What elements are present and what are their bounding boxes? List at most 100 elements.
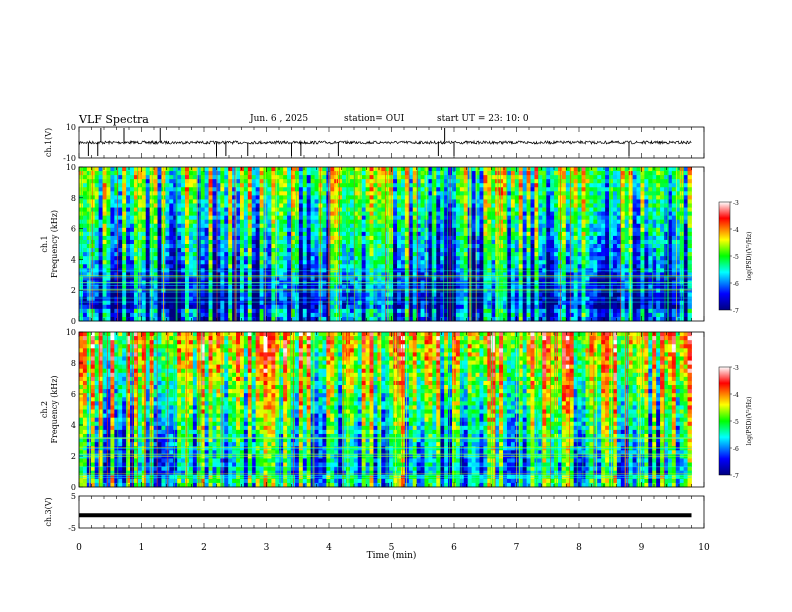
spectrogram-cell	[561, 239, 567, 245]
spectrogram-cell	[118, 231, 123, 237]
spectrogram-cell	[102, 260, 107, 265]
spectrogram-cell	[294, 264, 300, 269]
spectrogram-cell	[153, 300, 158, 306]
spectrogram-cell	[561, 292, 567, 298]
spectrogram-cell	[444, 300, 449, 306]
spectrogram-cell	[110, 219, 115, 225]
spectrogram-cell	[322, 239, 327, 245]
spectrogram-cell	[365, 223, 370, 229]
spectrogram-cell	[192, 223, 198, 229]
spectrogram-cell	[271, 195, 276, 200]
spectrogram-cell	[416, 215, 421, 221]
spectrogram-cell	[169, 316, 174, 322]
spectrogram-cell	[412, 179, 418, 184]
spectrogram-cell	[133, 167, 139, 172]
spectrogram-cell	[397, 191, 402, 196]
spectrogram-cell	[483, 211, 488, 217]
spectrogram-cell	[287, 292, 292, 298]
spectrogram-cell	[503, 171, 508, 176]
spectrogram-cell	[188, 179, 194, 184]
spectrogram-cell	[522, 211, 527, 217]
spectrogram-cell	[271, 223, 276, 229]
spectrogram-cell	[130, 167, 135, 172]
spectrogram-cell	[302, 167, 308, 172]
spectrogram-cell	[82, 300, 88, 306]
spectrogram-cell	[393, 300, 398, 306]
spectrogram-cell	[440, 195, 445, 200]
spectrogram-cell	[491, 215, 496, 221]
spectrogram-cell	[228, 199, 233, 204]
spectrogram-cell	[542, 183, 547, 188]
spectrogram-cell	[141, 167, 147, 172]
spectrogram-cell	[306, 296, 312, 302]
spectrogram-cell	[503, 304, 508, 310]
spectrogram-cell	[377, 312, 382, 318]
spectrogram-cell	[471, 244, 476, 249]
spectrogram-cell	[275, 175, 280, 180]
spectrogram-cell	[369, 231, 374, 237]
spectrogram-cell	[424, 179, 429, 184]
spectrogram-cell	[126, 272, 131, 277]
spectrogram-cell	[236, 292, 241, 298]
spectrogram-cell	[224, 260, 229, 265]
spectrogram-cell	[330, 252, 335, 257]
spectrogram-cell	[577, 248, 582, 253]
spectrogram-cell	[291, 239, 296, 245]
spectrogram-cell	[263, 252, 268, 257]
spectrogram-cell	[228, 235, 233, 241]
spectrogram-cell	[165, 187, 170, 192]
spectrogram-cell	[153, 292, 158, 298]
spectrogram-cell	[404, 171, 410, 176]
spectrogram-cell	[79, 288, 84, 294]
spectrogram-cell	[569, 292, 575, 298]
spectrogram-cell	[106, 248, 111, 253]
spectrogram-cell	[554, 231, 559, 237]
spectrogram-cell	[224, 312, 229, 318]
spectrogram-cell	[133, 235, 139, 241]
spectrogram-cell	[243, 284, 249, 289]
spectrogram-cell	[310, 252, 315, 257]
spectrogram-cell	[581, 171, 586, 176]
spectrogram-cell	[420, 264, 425, 269]
spectrogram-cell	[561, 207, 567, 212]
spectrogram-cell	[440, 292, 445, 298]
spectrogram-cell	[267, 207, 272, 212]
spectrogram-cell	[208, 248, 213, 253]
spectrogram-cell	[530, 211, 535, 217]
spectrogram-cell	[251, 187, 257, 192]
spectrogram-cell	[503, 223, 508, 229]
spectrogram-cell	[503, 167, 508, 172]
spectrogram-cell	[338, 244, 343, 249]
spectrogram-cell	[314, 195, 319, 200]
spectrogram-cell	[259, 300, 264, 306]
spectrogram-cell	[208, 191, 213, 196]
spectrogram-cell	[404, 300, 410, 306]
spectrogram-cell	[377, 219, 382, 225]
spectrogram-cell	[487, 284, 492, 289]
spectrogram-cell	[133, 292, 139, 298]
spectrogram-cell	[224, 300, 229, 306]
spectrogram-cell	[271, 244, 276, 249]
spectrogram-cell	[133, 219, 139, 225]
spectrogram-cell	[361, 199, 367, 204]
spectrogram-cell	[185, 316, 190, 322]
spectrogram-cell	[204, 211, 209, 217]
spectrogram-cell	[526, 256, 531, 261]
spectrogram-cell	[491, 256, 496, 261]
spectrogram-cell	[122, 264, 127, 269]
spectrogram-cell	[90, 300, 96, 306]
spectrogram-cell	[283, 183, 288, 188]
spectrogram-cell	[432, 272, 437, 277]
spectrogram-cell	[420, 308, 425, 314]
spectrogram-cell	[263, 235, 268, 241]
spectrogram-cell	[110, 239, 115, 245]
spectrogram-cell	[342, 296, 347, 302]
spectrogram-cell	[452, 292, 457, 298]
spectrogram-cell	[173, 167, 178, 172]
spectrogram-cell	[94, 288, 100, 294]
spectrogram-cell	[157, 183, 162, 188]
spectrogram-cell	[251, 308, 257, 314]
spectrogram-cell	[408, 227, 414, 233]
spectrogram-cell	[153, 227, 158, 233]
spectrogram-cell	[491, 203, 496, 208]
